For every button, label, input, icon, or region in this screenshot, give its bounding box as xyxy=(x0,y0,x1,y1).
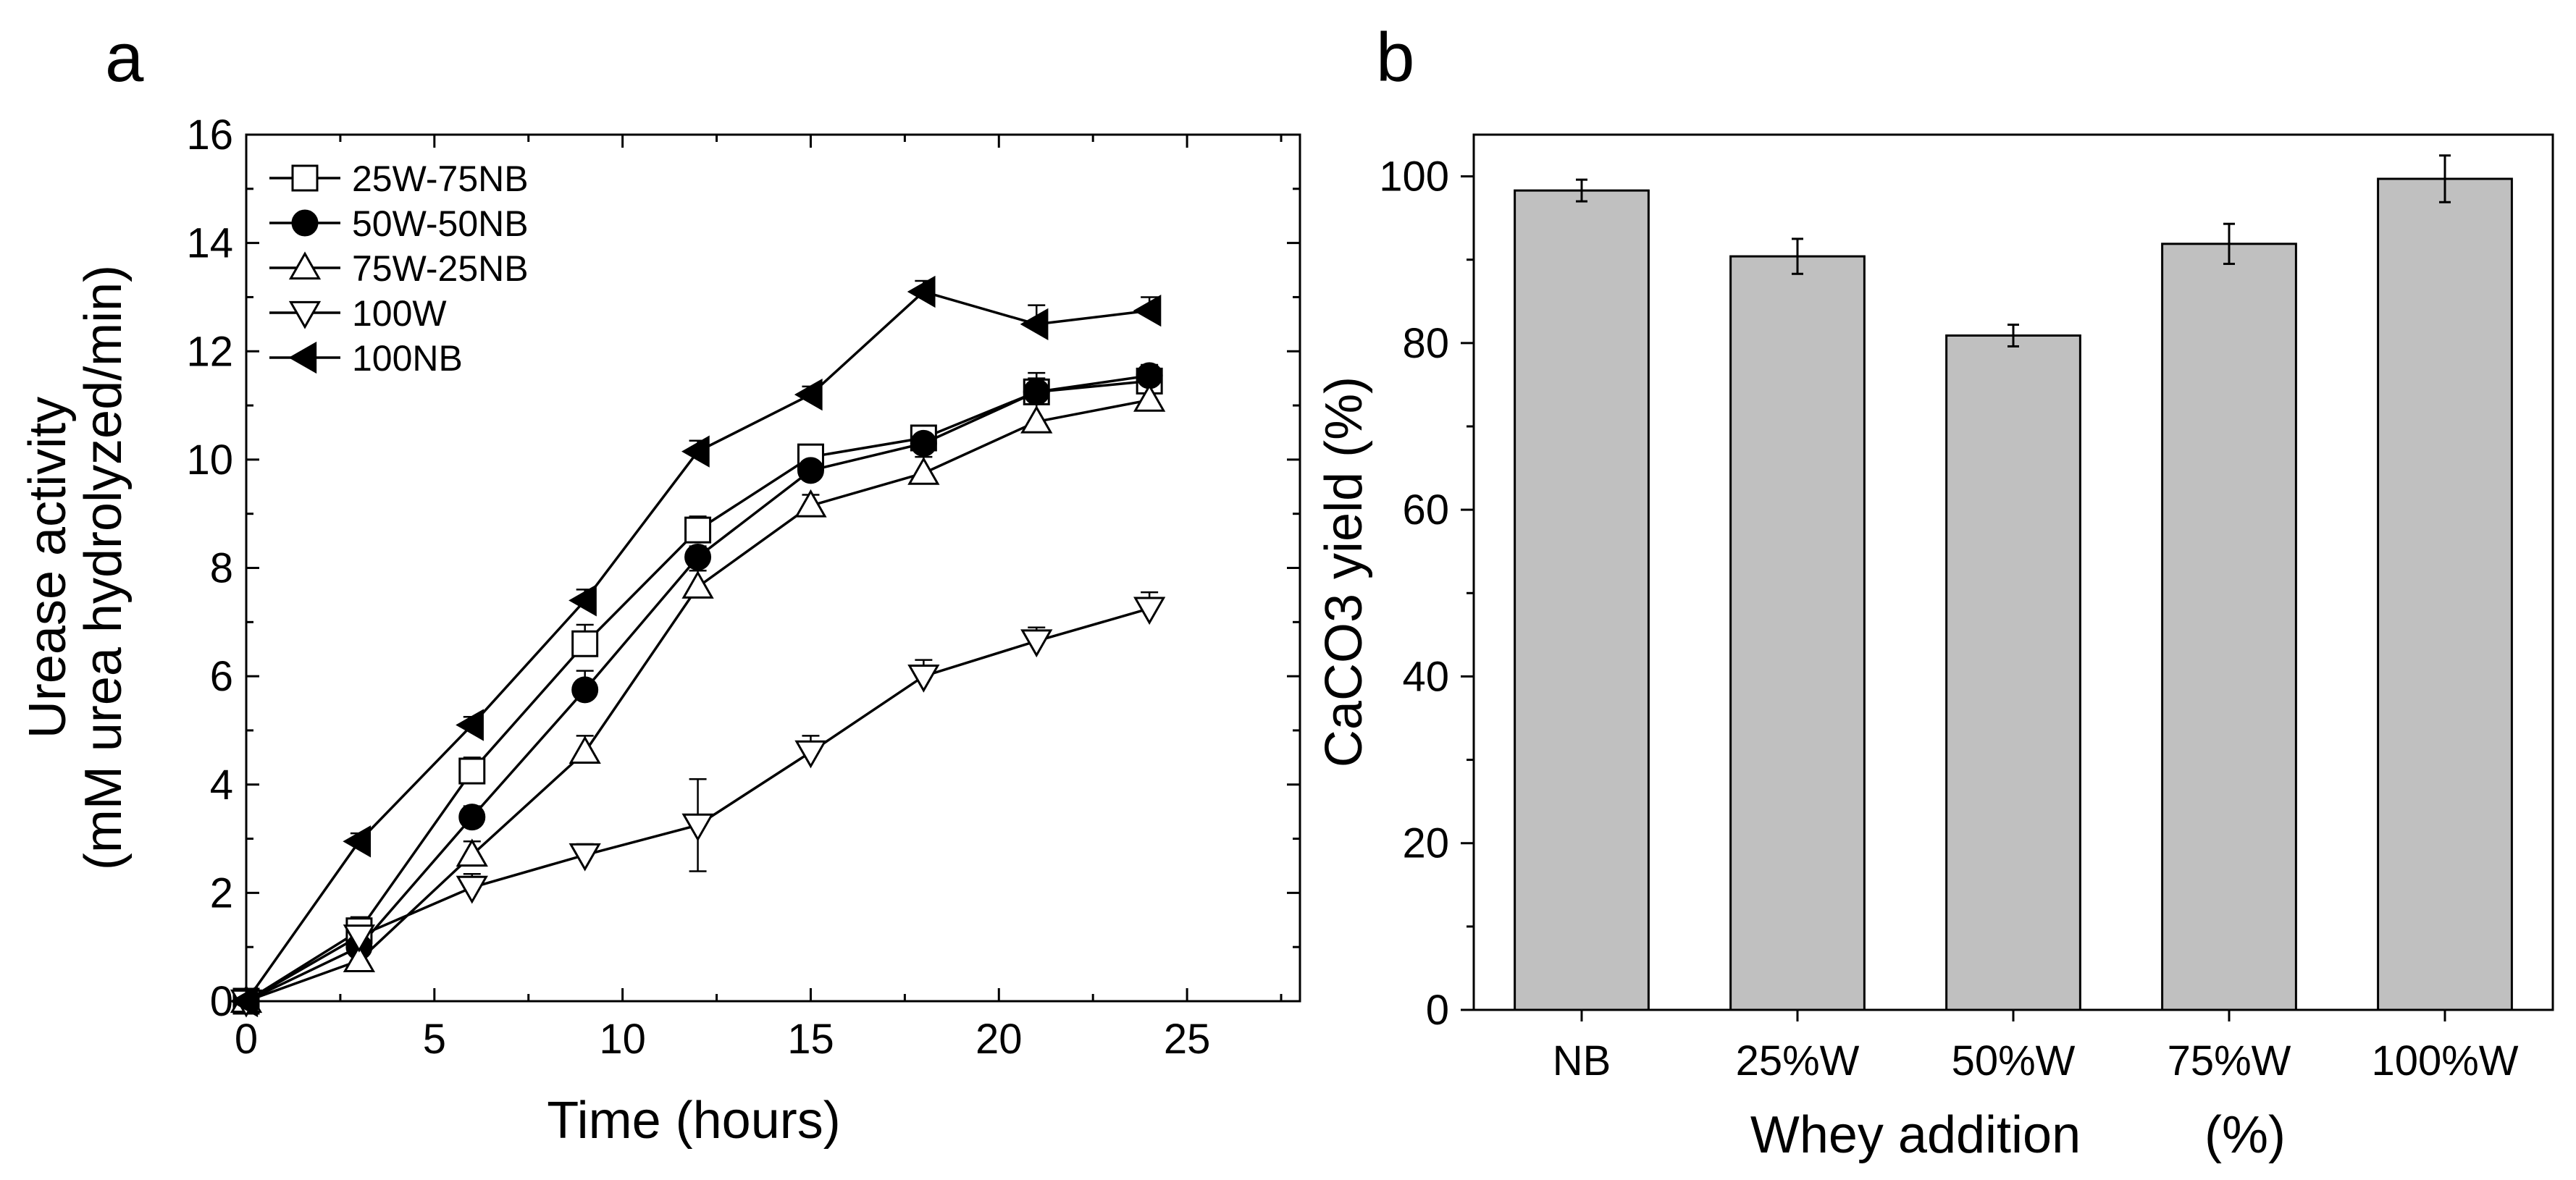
panel-a-marker-50w-50nb xyxy=(571,676,599,704)
panel-a-urease-activity-chart: a 0 5 10 15 20 25 0 2 4 6 8 10 12 14 16 25W-75NB50W-50… xyxy=(19,19,1301,1150)
panel-b-y-tick-label: 60 xyxy=(1402,486,1449,534)
panel-a-y-tick-label: 0 xyxy=(210,978,233,1025)
panel-a-marker-75w-25nb xyxy=(907,457,940,485)
panel-a-marker-100w xyxy=(907,664,940,693)
panel-b-x-axis-unit: (%) xyxy=(2204,1106,2286,1164)
panel-a-x-tick-label: 25 xyxy=(1164,1016,1211,1063)
panel-a-marker-50w-50nb xyxy=(1023,378,1050,405)
panel-a-series-line-75w-25nb xyxy=(246,398,1150,1003)
panel-b-bar-nb xyxy=(1514,189,1650,1011)
panel-b-caco3-yield-chart: b 0 20 40 60 80 100 NB 25%W 50%W 75%W 100%W Whey a… xyxy=(1315,19,2554,1164)
panel-a-marker-100w xyxy=(343,924,376,953)
panel-a-marker-100nb xyxy=(681,435,710,468)
panel-a-legend-label-25w-75nb: 25W-75NB xyxy=(352,159,529,199)
panel-a-marker-100w xyxy=(1020,629,1053,658)
panel-b-error-bars xyxy=(1576,154,2451,347)
panel-b-x-tick-label-50pctw: 50%W xyxy=(1952,1037,2076,1084)
panel-b-axis-ticks: 0 20 40 60 80 100 NB 25%W 50%W 75%W 100%W xyxy=(1379,153,2519,1084)
panel-a-marker-25w-75nb xyxy=(458,757,486,785)
panel-a-series-line-50w-50nb xyxy=(246,374,1150,1003)
panel-a-series-lines xyxy=(245,290,1150,1003)
panel-b-x-tick-label-100pctw: 100%W xyxy=(2371,1037,2518,1084)
panel-a-y-tick-label: 12 xyxy=(186,328,233,375)
panel-a-legend-label-100w: 100W xyxy=(352,293,447,334)
panel-a-marker-100nb xyxy=(794,378,823,411)
panel-a-marker-100w xyxy=(681,813,714,842)
panel-b-y-tick-label: 100 xyxy=(1379,153,1449,201)
panel-a-x-tick-label: 5 xyxy=(423,1016,446,1063)
panel-a-marker-100nb xyxy=(1133,295,1162,327)
panel-a-legend-marker-100w xyxy=(288,300,322,329)
panel-a-y-axis-title-line1: Urease activity xyxy=(19,397,77,738)
panel-b-letter: b xyxy=(1376,19,1414,96)
panel-a-legend-label-75w-25nb: 75W-25NB xyxy=(352,248,529,289)
panel-a-x-tick-label: 10 xyxy=(599,1016,646,1063)
panel-b-y-tick-label: 0 xyxy=(1426,987,1449,1034)
panel-a-axis-ticks: 0 5 10 15 20 25 0 2 4 6 8 10 12 14 16 xyxy=(186,111,1300,1063)
panel-a-marker-100nb xyxy=(907,275,936,308)
panel-a-marker-100nb xyxy=(569,584,597,617)
panel-a-y-tick-label: 2 xyxy=(210,869,233,916)
panel-a-y-axis-title-line2: (mM urea hydrolyzed/min) xyxy=(75,265,133,870)
panel-b-bar-25pctw xyxy=(1729,255,1866,1011)
panel-a-legend-label-100nb: 100NB xyxy=(352,338,463,379)
panel-b-y-tick-label: 80 xyxy=(1402,320,1449,367)
panel-a-legend-label-50w-50nb: 50W-50NB xyxy=(352,203,529,244)
panel-a-legend-marker-50w-50nb xyxy=(291,209,319,237)
panel-a-letter: a xyxy=(105,19,144,96)
panel-b-x-axis-title: Whey addition xyxy=(1750,1106,2081,1164)
panel-a-y-tick-label: 8 xyxy=(210,545,233,592)
panel-a-marker-100nb xyxy=(456,709,484,741)
panel-b-x-tick-label-75pctw: 75%W xyxy=(2168,1037,2291,1084)
panel-a-marker-75w-25nb xyxy=(1133,384,1166,412)
panel-b-x-tick-label-25pctw: 25%W xyxy=(1736,1037,1860,1084)
panel-a-marker-75w-25nb xyxy=(343,944,376,973)
panel-a-marker-50w-50nb xyxy=(458,804,486,831)
panel-a-marker-75w-25nb xyxy=(1020,405,1053,434)
panel-a-marker-50w-50nb xyxy=(910,429,937,457)
panel-a-marker-50w-50nb xyxy=(684,544,712,571)
panel-a-marker-100w xyxy=(1133,597,1166,625)
panel-a-series-line-25w-75nb xyxy=(246,379,1150,1003)
panel-a-x-axis-title: Time (hours) xyxy=(547,1092,840,1150)
panel-a-marker-75w-25nb xyxy=(456,838,488,867)
panel-a-legend-marker-25w-75nb xyxy=(291,164,319,192)
panel-a-y-tick-label: 4 xyxy=(210,762,233,809)
panel-b-y-axis-title: CaCO3 yield (%) xyxy=(1315,376,1373,767)
panel-a-y-tick-label: 10 xyxy=(186,437,233,484)
panel-a-marker-75w-25nb xyxy=(794,489,827,518)
panel-a-legend-marker-100nb xyxy=(288,341,317,374)
panel-a-marker-100nb xyxy=(1020,308,1049,340)
panel-a-marker-100nb xyxy=(343,825,372,858)
panel-b-y-tick-label: 20 xyxy=(1402,820,1449,867)
panel-a-marker-100w xyxy=(456,875,488,904)
panel-a-marker-100w xyxy=(794,740,827,769)
panel-a-marker-25w-75nb xyxy=(571,630,599,657)
panel-a-marker-100w xyxy=(569,843,601,872)
panel-b-x-tick-label-nb: NB xyxy=(1553,1037,1611,1084)
panel-b-bar-50pctw xyxy=(1945,334,2081,1011)
panel-a-y-tick-label: 6 xyxy=(210,653,233,700)
panel-a-series-line-100nb xyxy=(245,290,1150,1003)
panel-a-marker-75w-25nb xyxy=(681,570,714,599)
panel-a-legend-marker-75w-25nb xyxy=(288,251,322,280)
panel-b-y-tick-label: 40 xyxy=(1402,653,1449,700)
panel-a-y-tick-label: 16 xyxy=(186,111,233,159)
panel-a-marker-50w-50nb xyxy=(797,457,824,484)
panel-a-marker-75w-25nb xyxy=(569,736,601,764)
panel-a-x-tick-label: 15 xyxy=(787,1016,834,1063)
panel-b-bar-100pctw xyxy=(2377,177,2513,1011)
panel-b-bars xyxy=(1514,177,2513,1011)
panel-b-bar-75pctw xyxy=(2161,243,2297,1011)
panel-a-y-tick-label: 14 xyxy=(186,220,233,267)
panel-a-x-tick-label: 20 xyxy=(976,1016,1023,1063)
panel-a-marker-25w-75nb xyxy=(684,516,712,544)
panel-a-x-tick-label: 0 xyxy=(235,1016,258,1063)
panel-a-markers xyxy=(230,275,1166,1018)
